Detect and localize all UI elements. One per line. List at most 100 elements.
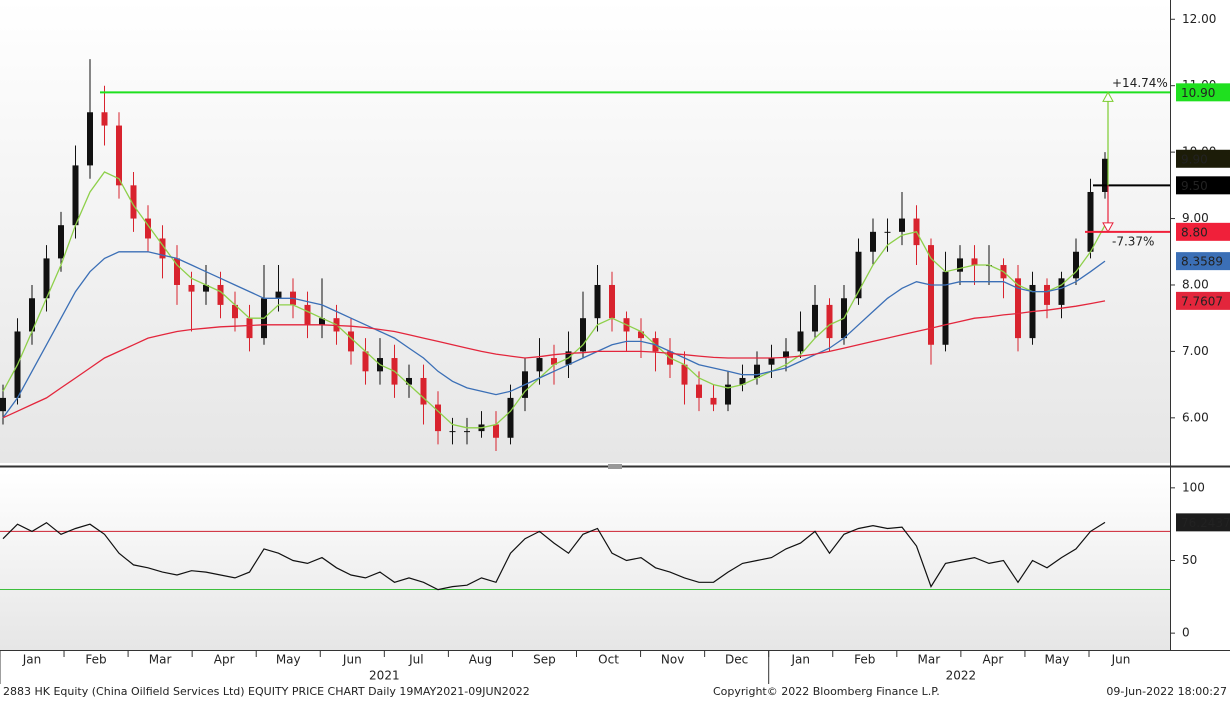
candle-body xyxy=(0,397,6,412)
candle-body xyxy=(130,185,137,219)
candle-body xyxy=(304,304,311,325)
footer-copyright: Copyright© 2022 Bloomberg Finance L.P. xyxy=(713,685,940,698)
rsi-label: 76.2437 xyxy=(1181,516,1230,530)
candle-body xyxy=(449,431,456,433)
x-tick-label: Sep xyxy=(533,653,556,667)
candle-body xyxy=(826,304,833,339)
arrow-head xyxy=(1102,222,1114,233)
candle-body xyxy=(1044,284,1050,305)
moving-average xyxy=(2,300,1106,419)
x-tick-label: May xyxy=(1045,653,1070,667)
x-tick-label: Nov xyxy=(661,653,684,667)
x-tick-label: May xyxy=(276,653,301,667)
candle-body xyxy=(594,284,601,319)
ma-label-box xyxy=(1176,291,1230,310)
candle-body xyxy=(232,304,238,319)
candle-body xyxy=(928,245,934,345)
x-tick-label: Dec xyxy=(725,653,748,667)
candle-body xyxy=(464,431,470,433)
candle-body xyxy=(797,331,804,352)
candle-body xyxy=(174,258,180,285)
candle-body xyxy=(101,112,108,126)
change-annotation: +14.74% xyxy=(1112,76,1168,90)
level-label: 9.50 xyxy=(1181,179,1208,193)
candle-body xyxy=(710,397,717,405)
ma-label-box xyxy=(1176,252,1230,271)
candle-body xyxy=(275,291,282,299)
candle-body xyxy=(58,225,64,259)
x-tick-label: Mar xyxy=(918,653,941,667)
candle-body xyxy=(246,318,253,339)
x-tick-label: Apr xyxy=(214,653,235,667)
candle-body xyxy=(638,331,644,339)
candle-body xyxy=(435,404,441,432)
year-label: 2021 xyxy=(369,669,400,683)
y-tick-label: 8.00 xyxy=(1182,277,1209,291)
candle-body xyxy=(362,351,369,372)
candle-body xyxy=(1087,191,1094,252)
arrow-head xyxy=(1102,91,1114,102)
ma-label: 7.7607 xyxy=(1181,294,1223,308)
level-label: 8.80 xyxy=(1181,225,1208,239)
candle-body xyxy=(812,304,818,332)
candle-body xyxy=(957,258,963,272)
candle-body xyxy=(739,377,746,385)
ma-label: 8.3589 xyxy=(1181,255,1223,269)
y-tick-label: 12.00 xyxy=(1182,12,1216,26)
y-tick-label: 100 xyxy=(1182,480,1205,494)
candle-body xyxy=(551,358,557,365)
candle-body xyxy=(1058,278,1065,305)
candle-body xyxy=(217,284,224,305)
candle-body xyxy=(536,358,543,372)
rsi-label-box xyxy=(1176,513,1230,532)
level-label-box xyxy=(1176,83,1230,102)
rsi-line xyxy=(2,521,1106,591)
x-tick-label: Feb xyxy=(85,653,106,667)
candle-body xyxy=(406,377,412,385)
candle-body xyxy=(899,218,905,232)
change-annotation: -7.37% xyxy=(1112,234,1154,248)
candle-body xyxy=(1015,278,1021,339)
x-tick-label: Jan xyxy=(22,653,42,667)
last-price-label: 9.90 xyxy=(1181,152,1208,166)
candle-body xyxy=(725,384,731,405)
moving-average xyxy=(2,171,1106,429)
y-tick-label: 0 xyxy=(1182,626,1190,640)
y-tick-label: 7.00 xyxy=(1182,344,1209,358)
candle-body xyxy=(319,318,325,325)
candle-body xyxy=(188,284,195,292)
candle-body xyxy=(884,231,891,233)
candle-body xyxy=(72,165,79,226)
candle-body xyxy=(696,384,702,398)
level-label-box xyxy=(1176,176,1230,195)
candle-body xyxy=(609,284,615,319)
level-label: 10.90 xyxy=(1181,86,1215,100)
candle-body xyxy=(29,298,35,332)
candle-body xyxy=(507,397,514,438)
candle-body xyxy=(420,377,427,405)
separator-handle[interactable] xyxy=(608,464,622,469)
candle-body xyxy=(87,112,93,166)
candle-body xyxy=(159,238,166,259)
candle-body xyxy=(870,231,876,252)
footer-description: 2883 HK Equity (China Oilfield Services … xyxy=(3,685,530,698)
candle-body xyxy=(754,364,760,378)
x-tick-label: Mar xyxy=(149,653,172,667)
candle-body xyxy=(145,218,151,239)
candle-body xyxy=(768,358,775,365)
x-tick-label: Jun xyxy=(342,653,362,667)
footer-timestamp: 09-Jun-2022 18:00:27 xyxy=(1106,685,1227,698)
moving-average xyxy=(2,251,1106,419)
candle-body xyxy=(1073,251,1079,279)
x-tick-label: Jul xyxy=(408,653,423,667)
candle-body xyxy=(580,318,586,352)
candle-body xyxy=(942,271,949,345)
candle-body xyxy=(855,251,862,299)
last-price-label-box xyxy=(1176,149,1230,168)
rsi-panel xyxy=(0,472,1170,650)
x-tick-label: Jan xyxy=(790,653,810,667)
x-tick-label: Jun xyxy=(1111,653,1131,667)
y-tick-label: 9.00 xyxy=(1182,211,1209,225)
